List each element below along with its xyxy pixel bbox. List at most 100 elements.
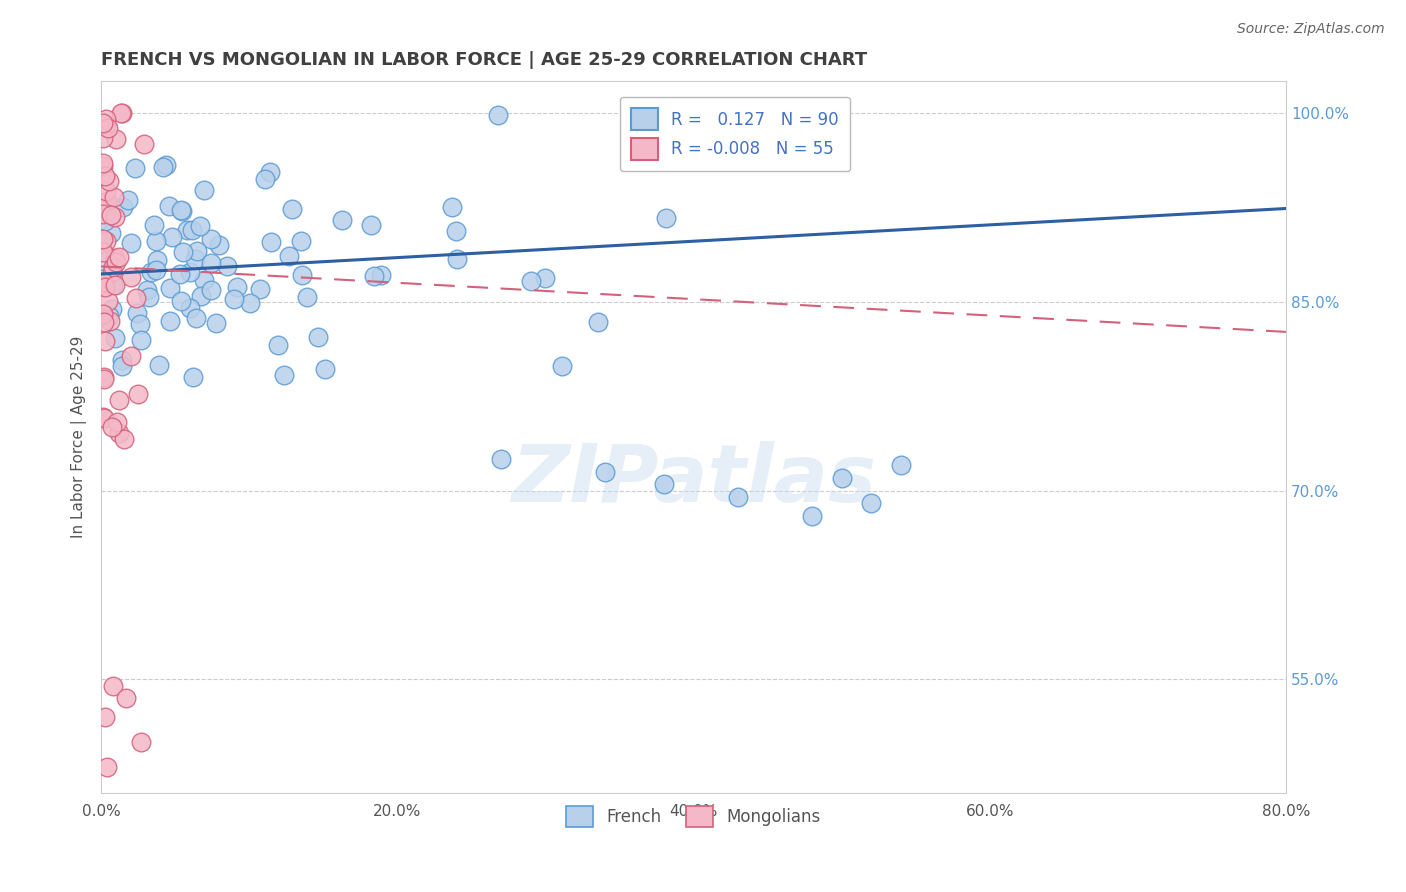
Point (141, 265, 163, 279)
Point (184, 311, 207, 326)
Point (181, 370, 204, 384)
Point (200, 283, 222, 297)
Point (330, 213, 353, 227)
Point (145, 263, 167, 277)
Point (96, 119, 118, 133)
Point (91, 207, 114, 221)
Point (97, 293, 120, 308)
Point (295, 290, 318, 304)
Point (91, 116, 114, 130)
Point (104, 331, 127, 345)
Point (440, 200, 463, 214)
Point (93, 710, 115, 724)
Point (91, 159, 114, 173)
Point (727, 490, 749, 504)
Point (249, 282, 271, 296)
Point (239, 296, 262, 310)
Point (363, 268, 385, 283)
Point (104, 211, 127, 225)
Point (831, 471, 853, 485)
Point (148, 358, 170, 372)
Point (105, 132, 128, 146)
Point (801, 508, 824, 523)
Point (551, 359, 574, 374)
Point (534, 271, 557, 285)
Point (91, 232, 114, 246)
Point (132, 137, 155, 152)
Point (101, 420, 124, 434)
Point (93, 410, 115, 425)
Point (96, 194, 118, 209)
Point (96, 760, 118, 774)
Point (169, 267, 191, 281)
Point (91, 197, 114, 211)
Point (110, 105, 132, 120)
Point (200, 255, 222, 269)
Text: Source: ZipAtlas.com: Source: ZipAtlas.com (1237, 22, 1385, 37)
Point (100, 208, 122, 222)
Point (179, 265, 201, 279)
Point (160, 230, 183, 244)
Point (586, 315, 609, 329)
Point (159, 280, 181, 294)
Point (97, 121, 120, 136)
Point (290, 234, 312, 248)
Point (96, 184, 118, 198)
Point (91, 156, 114, 170)
Point (117, 193, 139, 207)
Point (93, 169, 115, 183)
Point (104, 251, 127, 265)
Point (655, 211, 678, 225)
Point (97, 174, 120, 188)
Point (120, 350, 142, 364)
Point (104, 277, 127, 292)
Point (114, 691, 136, 706)
Point (93, 169, 115, 184)
Y-axis label: In Labor Force | Age 25-29: In Labor Force | Age 25-29 (72, 335, 87, 538)
Point (314, 362, 336, 376)
Point (94, 334, 117, 348)
Point (103, 190, 125, 204)
Point (143, 218, 166, 232)
Point (179, 301, 201, 316)
Point (860, 496, 883, 510)
Point (94, 235, 117, 249)
Point (111, 353, 134, 368)
Point (108, 426, 131, 441)
Point (157, 199, 180, 213)
Point (94, 280, 117, 294)
Point (208, 237, 231, 252)
Point (108, 392, 131, 407)
Point (520, 274, 543, 288)
Point (93, 315, 115, 329)
Point (111, 105, 134, 120)
Point (98, 314, 121, 328)
Text: ZIPatlas: ZIPatlas (510, 441, 876, 518)
Point (193, 183, 215, 197)
Point (145, 234, 167, 248)
Point (128, 317, 150, 331)
Point (94, 112, 117, 127)
Point (125, 306, 148, 320)
Point (307, 329, 329, 343)
Point (200, 231, 222, 245)
Point (112, 432, 135, 446)
Point (152, 160, 174, 174)
Point (129, 333, 152, 347)
Point (124, 161, 146, 176)
Point (652, 477, 675, 491)
Point (120, 235, 142, 250)
Point (486, 108, 509, 122)
Point (138, 290, 160, 304)
Point (446, 224, 468, 238)
Point (172, 204, 194, 219)
Point (91, 307, 114, 321)
Point (370, 268, 392, 282)
Point (120, 269, 142, 284)
Point (101, 265, 124, 279)
Point (93, 254, 115, 268)
Point (104, 255, 127, 269)
Point (155, 158, 177, 172)
Point (136, 283, 159, 297)
Point (91, 244, 114, 259)
